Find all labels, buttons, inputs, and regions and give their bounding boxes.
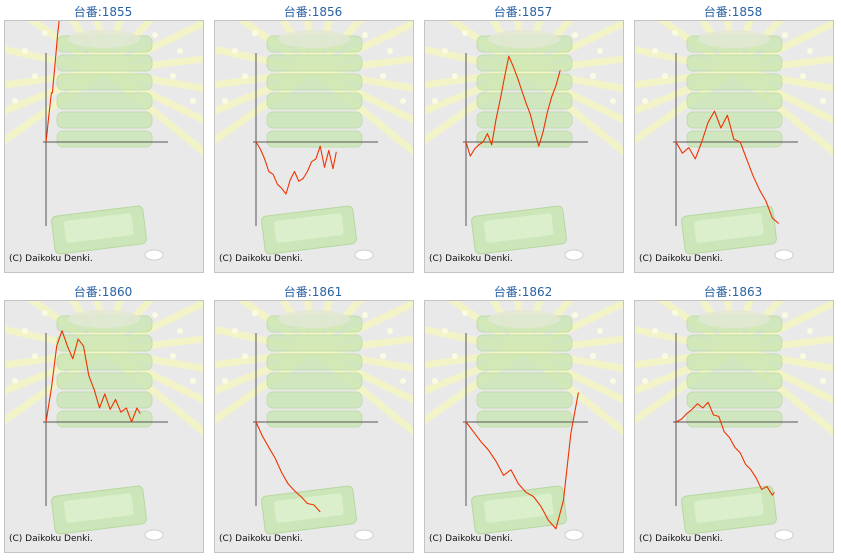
chart-cell: 台番:1856 (C) Daikoku Denki. (212, 0, 414, 276)
chart-title-link[interactable]: 台番:1862 (493, 285, 553, 299)
chart-svg (635, 301, 833, 541)
chart-title-link[interactable]: 台番:1860 (73, 285, 133, 299)
chart-title-link[interactable]: 台番:1855 (73, 5, 133, 19)
machine-watermark (635, 21, 833, 261)
chart-cell: 台番:1861 (C) Daikoku Denki. (212, 280, 414, 556)
series-line (255, 141, 337, 195)
copyright-text: (C) Daikoku Denki. (639, 254, 723, 264)
series-line (675, 401, 775, 496)
chart-panel: (C) Daikoku Denki. (4, 300, 204, 553)
copyright-text: (C) Daikoku Denki. (219, 254, 303, 264)
chart-svg (5, 21, 203, 261)
chart-panel: (C) Daikoku Denki. (214, 20, 414, 273)
series-line (465, 55, 561, 157)
chart-panel: (C) Daikoku Denki. (634, 300, 834, 553)
chart-panel: (C) Daikoku Denki. (424, 300, 624, 553)
series-line (45, 21, 60, 143)
series-line (465, 392, 579, 530)
chart-cell: 台番:1858 (C) Daikoku Denki. (632, 0, 834, 276)
machine-watermark (215, 301, 413, 541)
chart-svg (215, 21, 413, 261)
chart-cell: 台番:1857 (C) Daikoku Denki. (422, 0, 624, 276)
chart-svg (425, 301, 623, 541)
chart-cell: 台番:1855 (C) Daikoku Denki. (2, 0, 204, 276)
machine-watermark (425, 301, 623, 541)
chart-svg (635, 21, 833, 261)
chart-panel: (C) Daikoku Denki. (634, 20, 834, 273)
series-line (255, 421, 321, 513)
chart-title-link[interactable]: 台番:1856 (283, 5, 343, 19)
chart-panel: (C) Daikoku Denki. (4, 20, 204, 273)
chart-cell: 台番:1863 (C) Daikoku Denki. (632, 280, 834, 556)
machine-watermark (5, 21, 203, 261)
copyright-text: (C) Daikoku Denki. (9, 254, 93, 264)
machine-watermark (425, 21, 623, 261)
series-line (45, 330, 141, 423)
chart-title-link[interactable]: 台番:1858 (703, 5, 763, 19)
copyright-text: (C) Daikoku Denki. (429, 534, 513, 544)
chart-panel: (C) Daikoku Denki. (214, 300, 414, 553)
series-line (675, 110, 780, 224)
copyright-text: (C) Daikoku Denki. (9, 534, 93, 544)
chart-cell: 台番:1862 (C) Daikoku Denki. (422, 280, 624, 556)
chart-title-link[interactable]: 台番:1863 (703, 285, 763, 299)
copyright-text: (C) Daikoku Denki. (219, 534, 303, 544)
chart-svg (215, 301, 413, 541)
copyright-text: (C) Daikoku Denki. (639, 534, 723, 544)
machine-watermark (215, 21, 413, 261)
chart-title-link[interactable]: 台番:1861 (283, 285, 343, 299)
chart-svg (425, 21, 623, 261)
chart-panel: (C) Daikoku Denki. (424, 20, 624, 273)
chart-title-link[interactable]: 台番:1857 (493, 5, 553, 19)
machine-watermark (5, 301, 203, 541)
copyright-text: (C) Daikoku Denki. (429, 254, 513, 264)
machine-watermark (635, 301, 833, 541)
chart-svg (5, 301, 203, 541)
chart-cell: 台番:1860 (C) Daikoku Denki. (2, 280, 204, 556)
